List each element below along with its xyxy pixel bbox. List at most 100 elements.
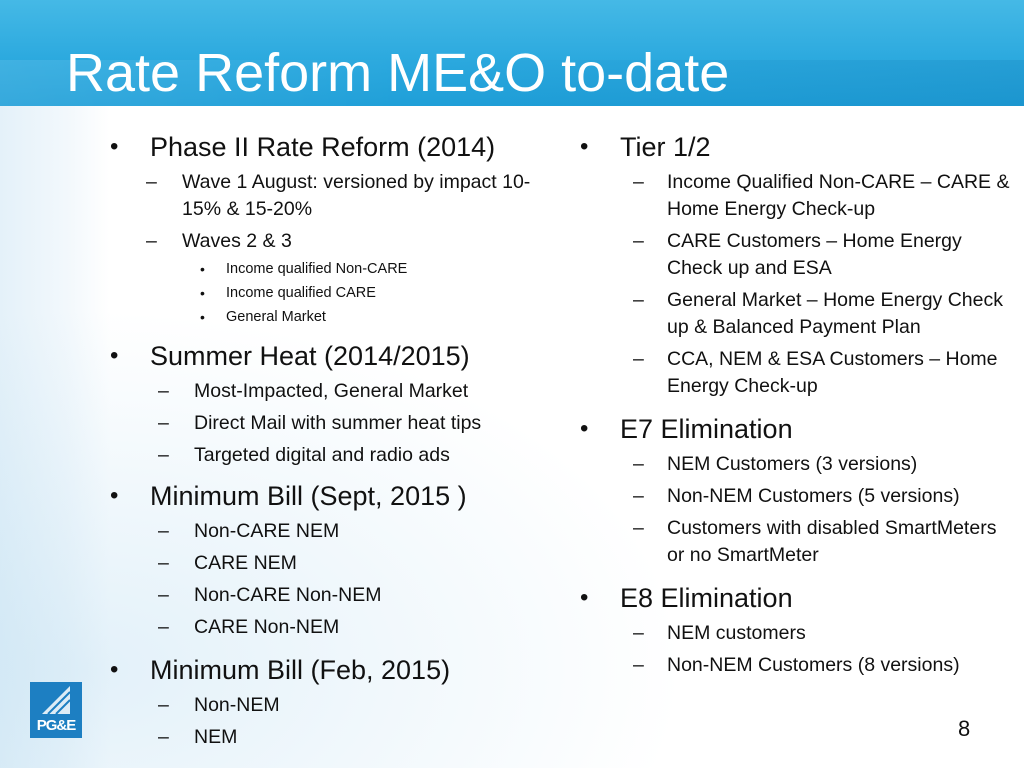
sub-bullet-text: CCA, NEM & ESA Customers – Home Energy C…: [667, 348, 998, 397]
bullet-marker: •: [110, 133, 119, 160]
title-banner-sheen: [0, 60, 1024, 106]
dash-marker: –: [633, 171, 644, 193]
bullet-e7-elimination: • E7 Elimination: [578, 412, 1018, 446]
bullet-text: Minimum Bill (Sept, 2015 ): [150, 481, 467, 511]
sub-bullet: – NEM: [108, 724, 548, 751]
bullet-marker: •: [110, 342, 119, 369]
sub-bullet: – Most-Impacted, General Market: [108, 378, 548, 405]
left-column: • Phase II Rate Reform (2014) – Wave 1 A…: [108, 128, 548, 751]
logo-tower-icon: [42, 686, 71, 714]
sub-bullet: – CCA, NEM & ESA Customers – Home Energy…: [578, 346, 1018, 400]
dash-marker: –: [158, 616, 169, 638]
sub-bullet: – NEM customers: [578, 620, 1018, 647]
bullet-text: Phase II Rate Reform (2014): [150, 132, 496, 162]
sub-bullet-text: CARE Non-NEM: [194, 616, 340, 638]
bullet-marker: •: [110, 482, 119, 509]
dash-marker: –: [158, 552, 169, 574]
sub-bullet-text: Waves 2 & 3: [182, 230, 292, 252]
sub-sub-bullet-text: Income qualified CARE: [226, 285, 376, 301]
dash-marker: –: [146, 230, 157, 252]
dash-marker: –: [158, 694, 169, 716]
sub-bullet: – CARE Customers – Home Energy Check up …: [578, 228, 1018, 282]
title-banner: Rate Reform ME&O to-date: [0, 0, 1024, 106]
sub-sub-bullet-text: General Market: [226, 309, 326, 325]
bullet-marker: •: [200, 309, 205, 325]
bullet-text: E8 Elimination: [620, 583, 793, 613]
sub-bullet-text: NEM customers: [667, 622, 806, 644]
sub-bullet-text: Non-NEM Customers (5 versions): [667, 485, 960, 507]
sub-bullet-text: NEM Customers (3 versions): [667, 453, 918, 475]
logo-text: PG&E: [36, 717, 77, 734]
sub-bullet: – Non-CARE NEM: [108, 518, 548, 545]
sub-bullet-text: Income Qualified Non-CARE – CARE & Home …: [667, 171, 1010, 220]
bullet-text: Summer Heat (2014/2015): [150, 341, 470, 371]
dash-marker: –: [158, 412, 169, 434]
dash-marker: –: [633, 453, 644, 475]
sub-bullet-text: Non-CARE Non-NEM: [194, 584, 382, 606]
pge-logo: PG&E: [30, 682, 82, 738]
sub-bullet: – CARE NEM: [108, 550, 548, 577]
bullet-marker: •: [580, 133, 589, 160]
sub-bullet: – CARE Non-NEM: [108, 614, 548, 641]
dash-marker: –: [146, 171, 157, 193]
sub-bullet: – Non-NEM Customers (8 versions): [578, 652, 1018, 679]
dash-marker: –: [158, 444, 169, 466]
sub-bullet-text: Targeted digital and radio ads: [194, 444, 450, 466]
dash-marker: –: [633, 654, 644, 676]
dash-marker: –: [633, 622, 644, 644]
sub-bullet-text: NEM: [194, 726, 238, 748]
bullet-marker: •: [580, 584, 589, 611]
sub-bullet-text: Non-NEM Customers (8 versions): [667, 654, 960, 676]
bullet-marker: •: [200, 261, 205, 277]
sub-bullet-text: Non-NEM: [194, 694, 280, 716]
sub-bullet: – Targeted digital and radio ads: [108, 442, 548, 469]
bullet-marker: •: [580, 415, 589, 442]
sub-bullet: – Waves 2 & 3: [108, 228, 548, 255]
dash-marker: –: [158, 380, 169, 402]
bullet-summer-heat: • Summer Heat (2014/2015): [108, 339, 548, 373]
bullet-text: Minimum Bill (Feb, 2015): [150, 655, 451, 685]
background-gradient: [0, 106, 110, 768]
slide-title: Rate Reform ME&O to-date: [66, 43, 730, 103]
sub-bullet: – Non-CARE Non-NEM: [108, 582, 548, 609]
sub-sub-bullet: • Income qualified CARE: [108, 283, 548, 303]
dash-marker: –: [633, 485, 644, 507]
background-swoosh: [0, 106, 1024, 768]
dash-marker: –: [158, 520, 169, 542]
sub-bullet-text: CARE Customers – Home Energy Check up an…: [667, 230, 962, 279]
sub-bullet: – Non-NEM: [108, 692, 548, 719]
bullet-tier-1-2: • Tier 1/2: [578, 130, 1018, 164]
bullet-marker: •: [110, 656, 119, 683]
page-number: 8: [958, 716, 971, 741]
dash-marker: –: [633, 289, 644, 311]
dash-marker: –: [158, 584, 169, 606]
sub-bullet-text: Direct Mail with summer heat tips: [194, 412, 482, 434]
bullet-text: Tier 1/2: [620, 132, 711, 162]
sub-bullet-text: General Market – Home Energy Check up & …: [667, 289, 1003, 338]
sub-bullet: – Income Qualified Non-CARE – CARE & Hom…: [578, 169, 1018, 223]
sub-bullet: – Direct Mail with summer heat tips: [108, 410, 548, 437]
sub-sub-bullet-text: Income qualified Non-CARE: [226, 261, 408, 277]
dash-marker: –: [633, 517, 644, 539]
sub-bullet-text: Wave 1 August: versioned by impact 10-15…: [182, 171, 531, 220]
bullet-minimum-bill-sept: • Minimum Bill (Sept, 2015 ): [108, 479, 548, 513]
bullet-minimum-bill-feb: • Minimum Bill (Feb, 2015): [108, 653, 548, 687]
sub-bullet: – General Market – Home Energy Check up …: [578, 287, 1018, 341]
dash-marker: –: [633, 230, 644, 252]
bullet-marker: •: [200, 285, 205, 301]
sub-bullet: – Customers with disabled SmartMeters or…: [578, 515, 1018, 569]
sub-bullet: – Wave 1 August: versioned by impact 10-…: [108, 169, 548, 223]
bullet-text: E7 Elimination: [620, 414, 793, 444]
sub-sub-bullet: • General Market: [108, 307, 548, 327]
sub-bullet: – Non-NEM Customers (5 versions): [578, 483, 1018, 510]
sub-bullet-text: Non-CARE NEM: [194, 520, 340, 542]
dash-marker: –: [158, 726, 169, 748]
right-column: • Tier 1/2 – Income Qualified Non-CARE –…: [578, 128, 1018, 679]
sub-bullet-text: Customers with disabled SmartMeters or n…: [667, 517, 997, 566]
bullet-phase-ii: • Phase II Rate Reform (2014): [108, 130, 548, 164]
bullet-e8-elimination: • E8 Elimination: [578, 581, 1018, 615]
sub-sub-bullet: • Income qualified Non-CARE: [108, 259, 548, 279]
dash-marker: –: [633, 348, 644, 370]
sub-bullet: – NEM Customers (3 versions): [578, 451, 1018, 478]
sub-bullet-text: CARE NEM: [194, 552, 297, 574]
